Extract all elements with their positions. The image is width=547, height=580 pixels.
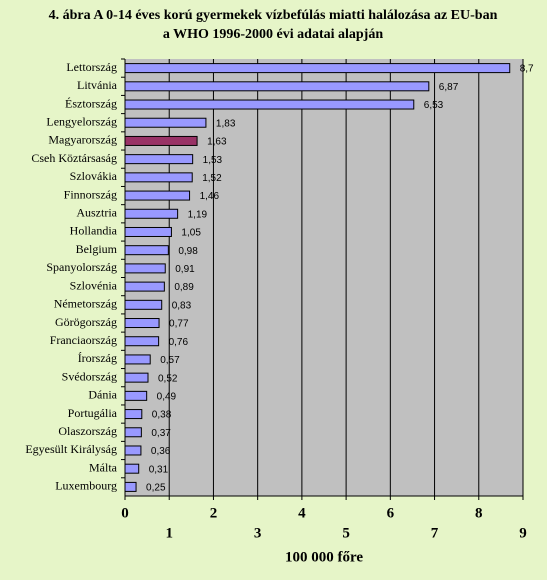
y-tick-label: Cseh Köztársaság <box>31 151 117 165</box>
bar <box>124 481 137 492</box>
value-label: 0,76 <box>169 337 189 348</box>
y-tick-label: Litvánia <box>77 78 118 92</box>
y-tick-label: Egyesült Királyság <box>25 442 117 456</box>
value-label: 6,87 <box>439 82 459 93</box>
y-tick-label: Luxembourg <box>55 479 117 493</box>
value-label: 0,52 <box>158 373 178 384</box>
bar <box>124 172 193 183</box>
y-tick-label: Ausztria <box>76 206 117 220</box>
y-tick-label: Dánia <box>88 388 117 402</box>
y-tick-label: Franciaország <box>50 333 117 347</box>
value-label: 0,98 <box>178 246 198 257</box>
y-tick-label: Írország <box>78 351 117 365</box>
value-label: 0,83 <box>172 300 192 311</box>
y-tick-label: Magyarország <box>48 133 117 147</box>
y-tick-label: Svédország <box>62 369 117 383</box>
value-label: 0,31 <box>149 464 169 475</box>
bar <box>124 354 151 365</box>
value-label: 0,77 <box>169 319 189 330</box>
y-tick-label: Németország <box>54 297 117 311</box>
bar <box>124 263 166 274</box>
bar <box>124 208 179 219</box>
x-tick-label: 4 <box>298 505 306 521</box>
bar <box>124 99 415 110</box>
bar <box>124 463 140 474</box>
y-tick-label: Portugália <box>68 406 118 420</box>
x-tick-label: 6 <box>387 505 395 521</box>
y-tick-label: Olaszország <box>58 424 117 438</box>
value-label: 8,7 <box>520 64 534 75</box>
bar <box>124 117 207 128</box>
value-label: 1,19 <box>188 209 208 220</box>
bar <box>124 281 165 292</box>
y-tick-label: Észtország <box>65 96 117 110</box>
x-axis-title: 100 000 főre <box>285 549 363 565</box>
bar <box>124 154 194 165</box>
bar <box>124 390 148 401</box>
x-tick-label: 0 <box>121 505 129 521</box>
value-label: 0,38 <box>152 410 172 421</box>
y-tick-label: Lengyelország <box>46 114 117 128</box>
value-label: 1,63 <box>207 137 227 148</box>
x-tick-label: 9 <box>519 525 527 541</box>
bar <box>124 135 198 146</box>
bar <box>124 190 191 201</box>
y-tick-label: Szlovénia <box>70 278 118 292</box>
y-tick-label: Belgium <box>76 242 118 256</box>
value-label: 0,57 <box>160 355 180 366</box>
bar <box>124 299 163 310</box>
value-label: 0,25 <box>146 483 166 494</box>
bar <box>124 245 169 256</box>
value-label: 0,91 <box>175 264 195 275</box>
y-tick-label: Finnország <box>64 187 117 201</box>
value-label: 6,53 <box>424 100 444 111</box>
x-tick-label: 5 <box>342 525 350 541</box>
y-tick-label: Málta <box>89 460 118 474</box>
chart-title: 4. ábra A 0-14 éves korú gyermekek vízbe… <box>49 8 498 23</box>
value-label: 1,53 <box>203 155 223 166</box>
bar <box>124 427 142 438</box>
x-tick-label: 3 <box>254 525 262 541</box>
y-tick-label: Görögország <box>55 315 117 329</box>
value-label: 0,37 <box>151 428 171 439</box>
value-label: 0,89 <box>174 282 194 293</box>
bar <box>124 318 160 329</box>
bar <box>124 409 143 420</box>
x-tick-label: 7 <box>431 525 439 541</box>
bar <box>124 336 160 347</box>
value-label: 1,05 <box>181 228 201 239</box>
bar <box>124 445 142 456</box>
y-tick-label: Lettország <box>66 60 117 74</box>
chart-title: a WHO 1996-2000 évi adatai alapján <box>163 27 383 42</box>
y-tick-label: Hollandia <box>70 224 118 238</box>
y-tick-label: Szlovákia <box>70 169 118 183</box>
plot-area <box>125 59 523 496</box>
value-label: 1,83 <box>216 118 236 129</box>
bar <box>124 63 511 74</box>
x-tick-label: 8 <box>475 505 483 521</box>
bar <box>124 81 430 92</box>
value-label: 1,52 <box>202 173 222 184</box>
bar <box>124 226 172 237</box>
x-tick-label: 2 <box>210 505 218 521</box>
value-label: 0,36 <box>151 446 171 457</box>
x-tick-label: 1 <box>165 525 173 541</box>
value-label: 1,46 <box>200 191 220 202</box>
bar <box>124 372 149 383</box>
y-tick-label: Spanyolország <box>46 260 117 274</box>
value-label: 0,49 <box>157 391 177 402</box>
